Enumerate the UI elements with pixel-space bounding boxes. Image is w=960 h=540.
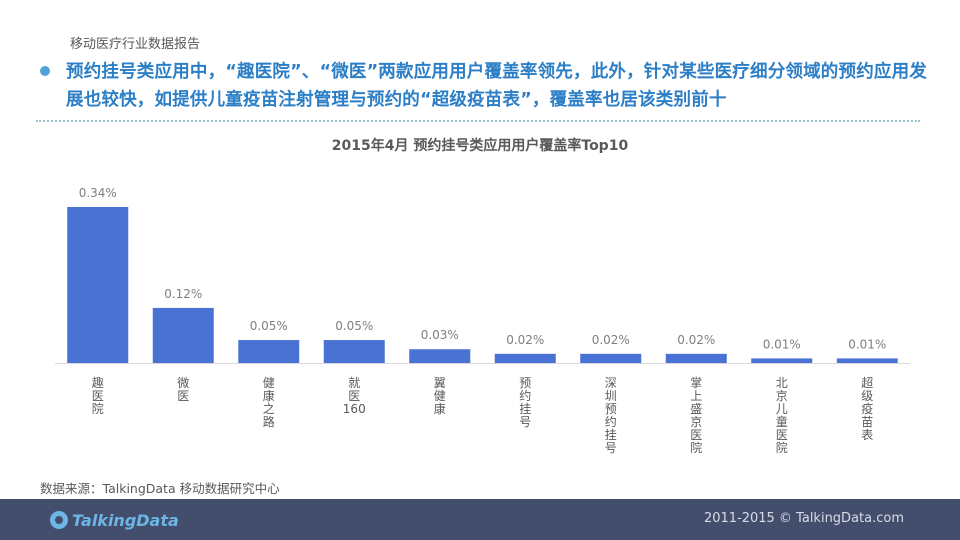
bar-1 [67,207,129,363]
category-label: 超级疫苗表 [861,375,873,442]
bar-9 [751,358,813,363]
bar-value-label: 0.02% [592,333,630,347]
dotted-divider [36,120,920,122]
bar-2 [152,307,214,363]
headline-text: 预约挂号类应用中，“趣医院”、“微医”两款应用用户覆盖率领先，此外，针对某些医疗… [66,62,928,110]
bar-6 [494,353,556,363]
bar-value-label: 0.03% [421,328,459,342]
bar-value-label: 0.02% [506,333,544,347]
footer-bar: TalkingData 2011-2015 © TalkingData.com [0,499,960,540]
bullet-dot [40,66,50,76]
bar-value-label: 0.02% [677,333,715,347]
bar-value-label: 0.01% [848,337,886,351]
category-label: 翼健康 [434,376,446,416]
source-note: 数据来源：TalkingData 移动数据研究中心 [40,481,280,496]
category-label: 健康之路 [263,376,275,429]
category-label: 北京儿童医院 [776,376,788,455]
category-label: 趣医院 [92,375,104,416]
report-label: 移动医疗行业数据报告 [70,37,201,52]
talkingdata-logo[interactable]: TalkingData [50,509,179,531]
bar-value-label: 0.05% [335,319,373,333]
bar-8 [665,353,727,363]
chart-title: 2015年4月 预约挂号类应用用户覆盖率Top10 [331,138,629,154]
logo-bubble-icon [50,511,68,529]
bar-value-label: 0.05% [250,319,288,333]
bar-5 [409,349,471,363]
category-label: 预约挂号 [519,376,531,429]
category-label: 深圳预约挂号 [605,376,617,455]
bar-7 [580,353,642,363]
bar-10 [836,358,898,363]
bar-value-label: 0.01% [763,337,801,351]
category-label: 微医 [177,376,189,403]
bar-value-label: 0.12% [164,287,202,301]
bar-4 [323,340,385,363]
bar-value-label: 0.34% [79,186,117,200]
bar-3 [238,340,300,363]
copyright-text: 2011-2015 © TalkingData.com [703,511,904,526]
category-label: 掌上盛京医院 [690,376,702,455]
category-label: 就医 160 [343,376,366,416]
logo-text: TalkingData [72,510,179,530]
